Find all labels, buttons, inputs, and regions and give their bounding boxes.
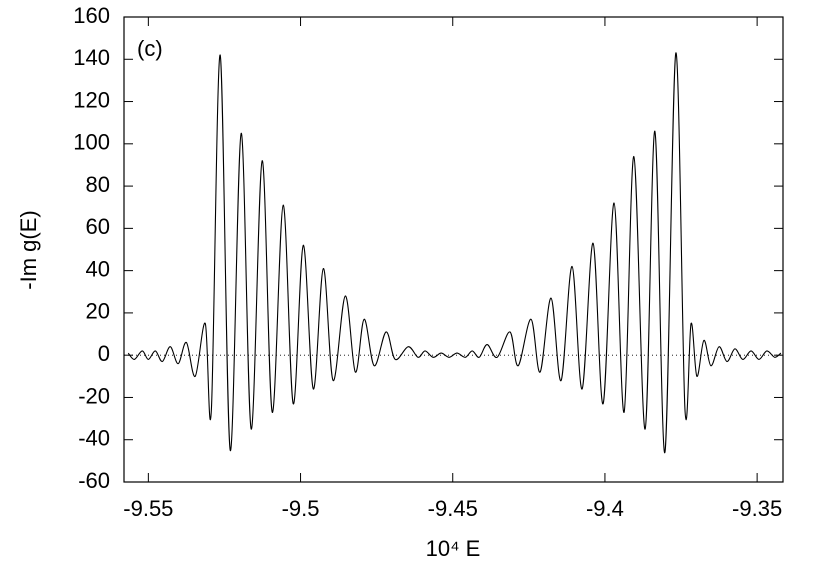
- x-tick-label: -9.4: [586, 496, 624, 521]
- y-tick-label: 40: [86, 256, 110, 281]
- annotation: (c): [137, 36, 163, 61]
- y-tick-label: -40: [78, 426, 110, 451]
- x-tick-label: -9.5: [282, 496, 320, 521]
- y-tick-label: 100: [73, 130, 110, 155]
- y-tick-label: 120: [73, 87, 110, 112]
- y-tick-label: 20: [86, 299, 110, 324]
- x-tick-label: -9.55: [123, 496, 173, 521]
- y-tick-label: 140: [73, 45, 110, 70]
- y-tick-label: -20: [78, 383, 110, 408]
- y-tick-label: 60: [86, 214, 110, 239]
- x-axis-label: 10⁴ E: [426, 536, 481, 561]
- plot-frame: [123, 16, 784, 483]
- x-tick-label: -9.45: [428, 496, 478, 521]
- y-tick-label: -60: [78, 468, 110, 493]
- y-tick-label: 80: [86, 172, 110, 197]
- y-axis-label: -Im g(E): [16, 210, 41, 289]
- y-tick-label: 0: [98, 341, 110, 366]
- data-line: [127, 52, 782, 453]
- y-tick-label: 160: [73, 3, 110, 28]
- x-tick-label: -9.35: [732, 496, 782, 521]
